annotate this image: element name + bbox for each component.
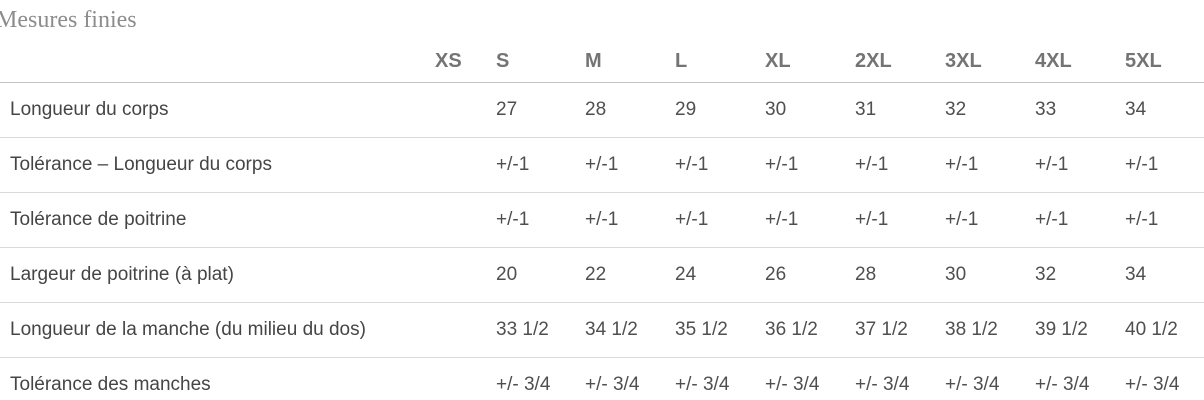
cell-5xl: +/-1 — [1125, 192, 1204, 248]
cell-4xl: +/-1 — [1035, 137, 1125, 193]
cell-m: +/-1 — [585, 192, 675, 248]
page-title: Mesures finies — [0, 7, 137, 33]
row-label: Longueur de la manche (du milieu du dos) — [0, 302, 435, 358]
cell-xl: 36 1/2 — [765, 302, 855, 358]
cell-s: 20 — [496, 247, 585, 303]
cell-xs — [435, 192, 496, 248]
cell-4xl: +/-1 — [1035, 192, 1125, 248]
header-size-3xl: 3XL — [945, 34, 1035, 83]
table-row-body-length-tolerance: Tolérance – Longueur du corps +/-1 +/-1 … — [0, 137, 1204, 193]
cell-xs — [435, 357, 496, 400]
row-label: Tolérance – Longueur du corps — [0, 137, 435, 193]
cell-l: +/-1 — [675, 192, 765, 248]
cell-2xl: 28 — [855, 247, 945, 303]
cell-l: 29 — [675, 82, 765, 138]
cell-2xl: +/-1 — [855, 192, 945, 248]
cell-2xl: +/-1 — [855, 137, 945, 193]
cell-m: +/- 3/4 — [585, 357, 675, 400]
cell-2xl: 37 1/2 — [855, 302, 945, 358]
cell-3xl: +/-1 — [945, 192, 1035, 248]
cell-4xl: 33 — [1035, 82, 1125, 138]
cell-l: 24 — [675, 247, 765, 303]
table-row-chest-width: Largeur de poitrine (à plat) 20 22 24 26… — [0, 247, 1204, 303]
cell-s: +/- 3/4 — [496, 357, 585, 400]
cell-4xl: 32 — [1035, 247, 1125, 303]
row-label: Tolérance de poitrine — [0, 192, 435, 248]
header-row: XS S M L XL 2XL 3XL 4XL 5XL — [0, 34, 1204, 83]
cell-4xl: 39 1/2 — [1035, 302, 1125, 358]
cell-3xl: 32 — [945, 82, 1035, 138]
cell-s: +/-1 — [496, 192, 585, 248]
cell-m: 22 — [585, 247, 675, 303]
cell-xs — [435, 137, 496, 193]
cell-s: 33 1/2 — [496, 302, 585, 358]
cell-3xl: +/-1 — [945, 137, 1035, 193]
cell-2xl: 31 — [855, 82, 945, 138]
table-row-sleeve-length: Longueur de la manche (du milieu du dos)… — [0, 302, 1204, 358]
cell-xl: +/- 3/4 — [765, 357, 855, 400]
cell-xl: +/-1 — [765, 192, 855, 248]
cell-xs — [435, 302, 496, 358]
cell-2xl: +/- 3/4 — [855, 357, 945, 400]
cell-m: +/-1 — [585, 137, 675, 193]
cell-5xl: +/- 3/4 — [1125, 357, 1204, 400]
table-row-sleeve-tolerance: Tolérance des manches +/- 3/4 +/- 3/4 +/… — [0, 357, 1204, 400]
table-row-chest-tolerance: Tolérance de poitrine +/-1 +/-1 +/-1 +/-… — [0, 192, 1204, 248]
size-table: XS S M L XL 2XL 3XL 4XL 5XL Longueur du … — [0, 34, 1204, 400]
cell-3xl: 30 — [945, 247, 1035, 303]
cell-4xl: +/- 3/4 — [1035, 357, 1125, 400]
cell-3xl: 38 1/2 — [945, 302, 1035, 358]
cell-s: 27 — [496, 82, 585, 138]
header-size-m: M — [585, 34, 675, 83]
header-size-xl: XL — [765, 34, 855, 83]
header-label-cell — [0, 34, 435, 83]
cell-xs — [435, 247, 496, 303]
row-label: Largeur de poitrine (à plat) — [0, 247, 435, 303]
header-size-4xl: 4XL — [1035, 34, 1125, 83]
cell-l: +/- 3/4 — [675, 357, 765, 400]
cell-l: 35 1/2 — [675, 302, 765, 358]
cell-m: 28 — [585, 82, 675, 138]
cell-xl: 30 — [765, 82, 855, 138]
header-size-5xl: 5XL — [1125, 34, 1204, 83]
cell-xl: +/-1 — [765, 137, 855, 193]
header-size-s: S — [496, 34, 585, 83]
row-label: Longueur du corps — [0, 82, 435, 138]
cell-5xl: +/-1 — [1125, 137, 1204, 193]
header-size-xs: XS — [435, 34, 496, 83]
cell-s: +/-1 — [496, 137, 585, 193]
cell-5xl: 34 — [1125, 247, 1204, 303]
cell-5xl: 40 1/2 — [1125, 302, 1204, 358]
cell-5xl: 34 — [1125, 82, 1204, 138]
cell-m: 34 1/2 — [585, 302, 675, 358]
header-size-2xl: 2XL — [855, 34, 945, 83]
cell-xs — [435, 82, 496, 138]
row-label: Tolérance des manches — [0, 357, 435, 400]
table-row-body-length: Longueur du corps 27 28 29 30 31 32 33 3… — [0, 82, 1204, 138]
header-size-l: L — [675, 34, 765, 83]
cell-l: +/-1 — [675, 137, 765, 193]
cell-xl: 26 — [765, 247, 855, 303]
cell-3xl: +/- 3/4 — [945, 357, 1035, 400]
